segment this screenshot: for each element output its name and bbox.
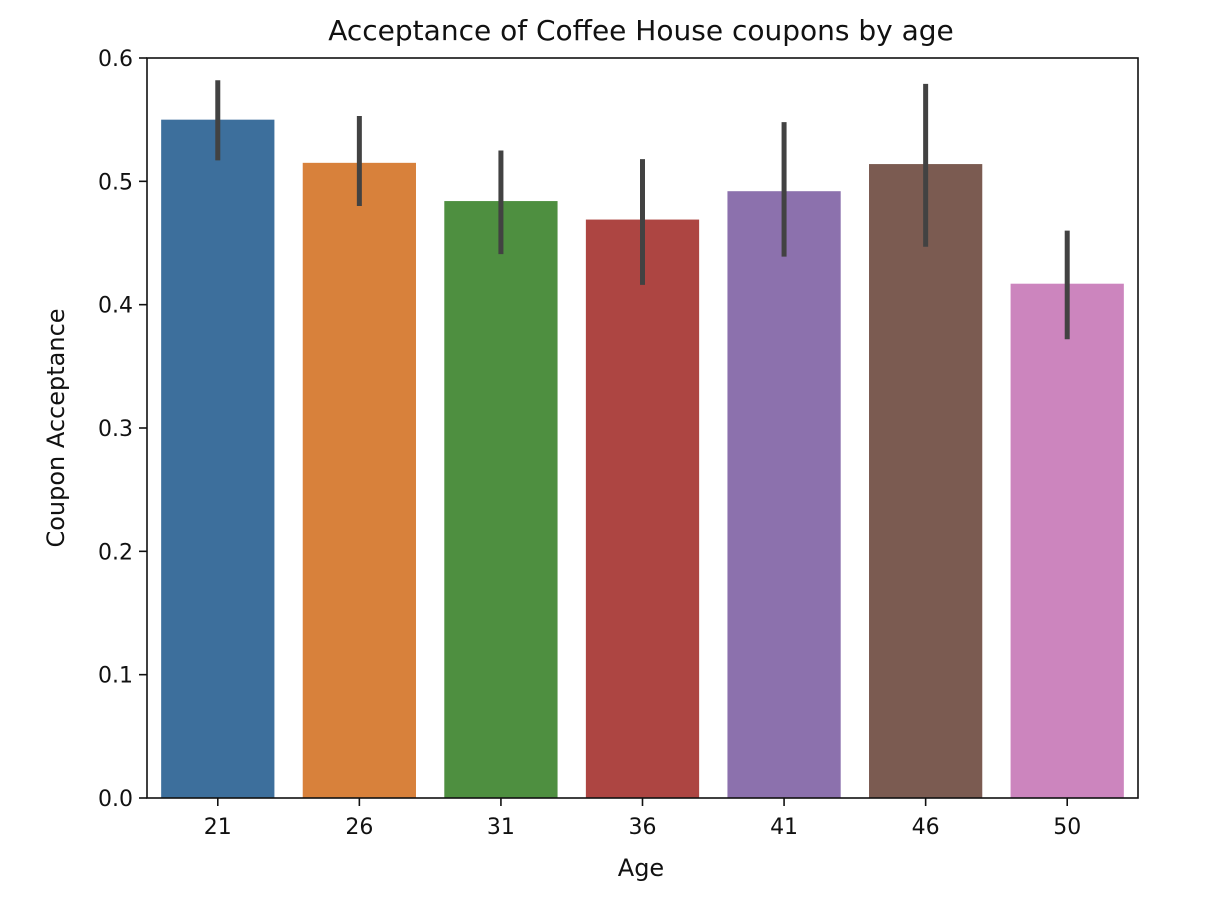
y-tick-label: 0.3 [98,417,133,442]
x-tick-label: 21 [204,815,232,840]
x-tick-label: 36 [629,815,657,840]
y-axis-ticks: 0.0 0.1 0.2 0.3 0.4 0.5 0.6 [98,47,147,812]
y-tick-label: 0.1 [98,664,133,689]
x-axis-ticks: 21 26 31 36 41 46 50 [204,798,1081,840]
bar-31 [444,201,558,799]
y-axis-label: Coupon Acceptance [42,308,70,547]
bar-41 [727,191,841,798]
bar-46 [869,164,983,799]
x-tick-label: 31 [487,815,515,840]
bar-21 [161,119,275,798]
y-tick-label: 0.6 [98,47,133,72]
bar-26 [302,162,416,799]
error-bars-group [215,80,1070,340]
bars-group [161,119,1124,799]
y-tick-label: 0.2 [98,540,133,565]
bar-50 [1010,283,1124,798]
y-tick-label: 0.5 [98,170,133,195]
x-tick-label: 50 [1053,815,1081,840]
y-tick-label: 0.4 [98,294,133,319]
x-tick-label: 46 [912,815,940,840]
plot-frame [146,57,1139,799]
x-tick-label: 26 [345,815,373,840]
y-tick-label: 0.0 [98,787,133,812]
x-axis-label: Age [618,854,664,882]
bar-36 [585,219,700,799]
x-tick-label: 41 [770,815,798,840]
chart-title: Acceptance of Coffee House coupons by ag… [328,14,954,47]
